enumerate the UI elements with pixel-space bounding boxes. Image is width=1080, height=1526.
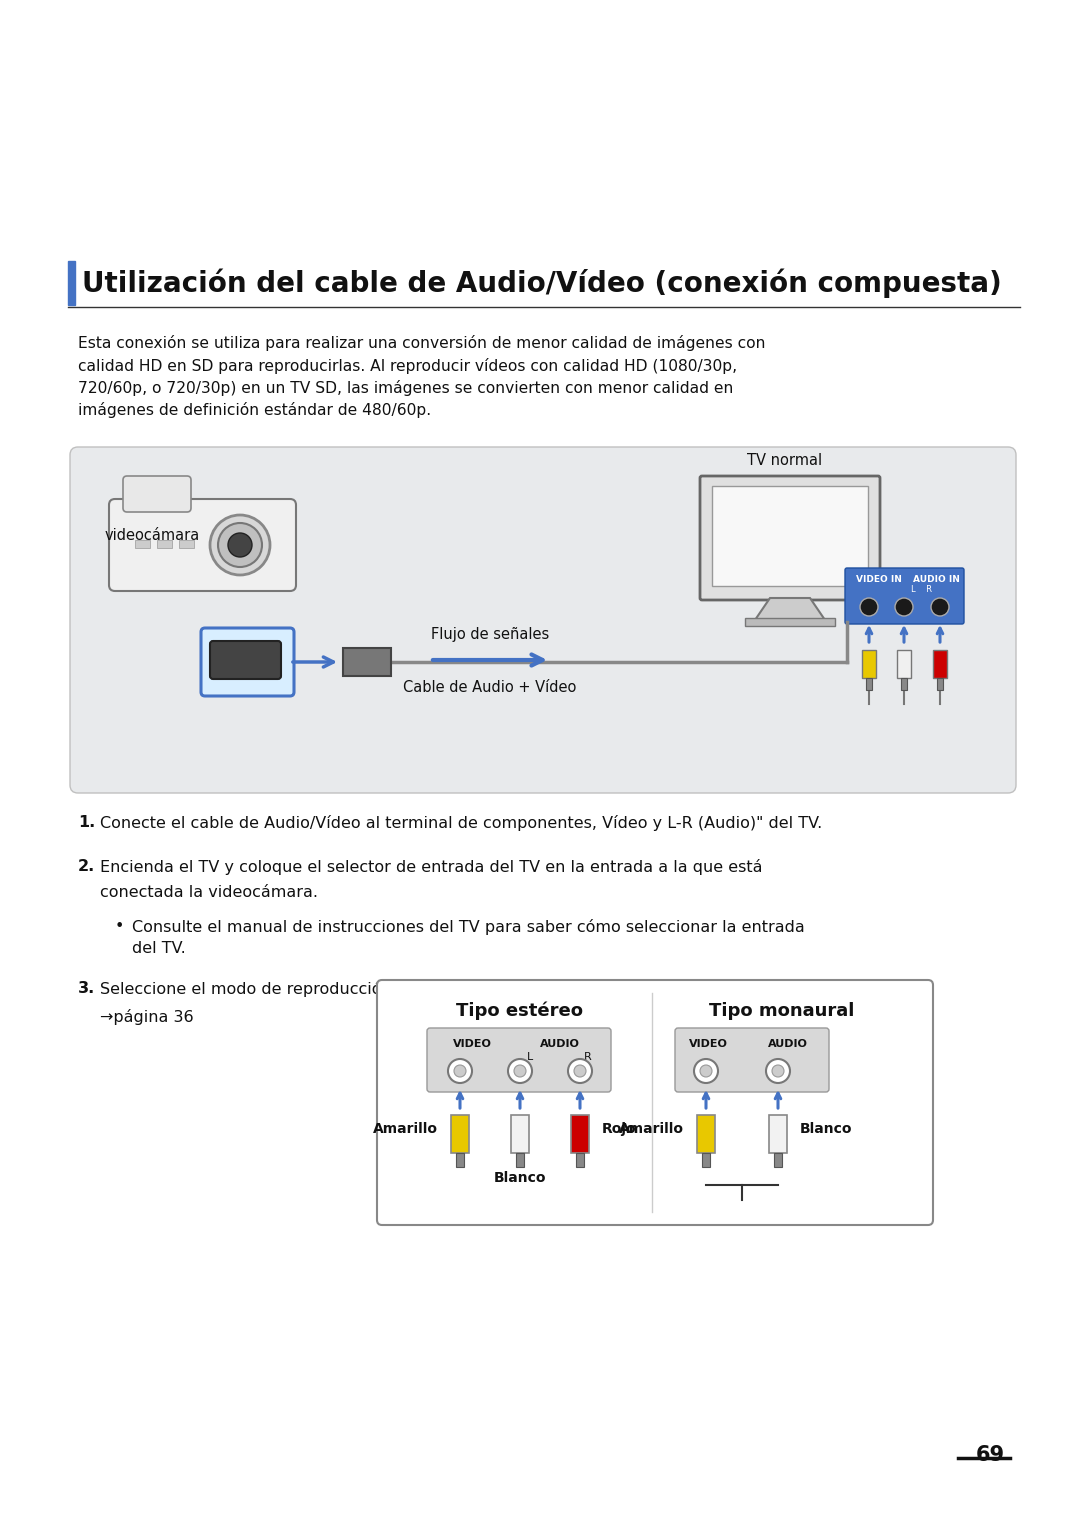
Text: Blanco: Blanco [494,1170,546,1186]
FancyBboxPatch shape [70,447,1016,794]
Text: Rojo: Rojo [602,1122,636,1135]
Text: VIDEO IN: VIDEO IN [856,575,902,584]
Text: R: R [584,1051,592,1062]
Text: L    R: L R [912,586,932,595]
Bar [68,261,75,305]
Circle shape [568,1059,592,1083]
Bar [456,1154,464,1167]
Text: Tipo estéreo: Tipo estéreo [457,1001,583,1021]
Text: Esta conexión se utiliza para realizar una conversión de menor calidad de imágen: Esta conexión se utiliza para realizar u… [78,336,766,418]
Bar [576,1154,584,1167]
FancyBboxPatch shape [210,641,281,679]
Bar [769,1116,787,1154]
Text: conectada la videocámara.: conectada la videocámara. [100,885,318,900]
Bar [712,485,868,586]
Bar [937,678,943,690]
Bar [774,1154,782,1167]
FancyBboxPatch shape [700,476,880,600]
Circle shape [514,1065,526,1077]
Bar [343,649,391,676]
Bar [157,540,172,548]
FancyBboxPatch shape [123,476,191,513]
Text: VIDEO: VIDEO [453,1039,491,1048]
Circle shape [454,1065,465,1077]
Text: Encienda el TV y coloque el selector de entrada del TV en la entrada a la que es: Encienda el TV y coloque el selector de … [100,859,762,874]
Circle shape [573,1065,586,1077]
Circle shape [694,1059,718,1083]
Circle shape [860,598,878,617]
Text: 3.: 3. [78,981,95,996]
FancyBboxPatch shape [427,1029,611,1093]
Circle shape [218,523,262,568]
Bar [901,678,907,690]
FancyBboxPatch shape [845,568,964,624]
Bar [702,1154,710,1167]
Bar [866,678,872,690]
FancyBboxPatch shape [109,499,296,591]
Circle shape [228,533,252,557]
Bar [862,650,876,678]
Text: Utilización del cable de Audio/Vídeo (conexión compuesta): Utilización del cable de Audio/Vídeo (co… [82,269,1002,298]
Polygon shape [755,598,825,620]
Text: Conecte el cable de Audio/Vídeo al terminal de componentes, Vídeo y L-R (Audio)": Conecte el cable de Audio/Vídeo al termi… [100,815,822,832]
Text: L: L [527,1051,534,1062]
Text: Amarillo: Amarillo [619,1122,684,1135]
Bar [516,1154,524,1167]
Circle shape [210,514,270,575]
FancyBboxPatch shape [201,629,294,696]
Bar [451,1116,469,1154]
Circle shape [508,1059,532,1083]
Text: VIDEO: VIDEO [689,1039,728,1048]
Circle shape [766,1059,789,1083]
Bar [697,1116,715,1154]
Circle shape [931,598,949,617]
Text: Tipo monaural: Tipo monaural [710,1003,854,1019]
Circle shape [772,1065,784,1077]
Text: Blanco: Blanco [800,1122,852,1135]
Bar [745,618,835,626]
Text: 69: 69 [976,1445,1005,1465]
Text: →página 36: →página 36 [100,1009,193,1025]
Text: AUDIO: AUDIO [768,1039,808,1048]
Circle shape [700,1065,712,1077]
FancyBboxPatch shape [377,980,933,1225]
Bar [571,1116,589,1154]
FancyBboxPatch shape [675,1029,829,1093]
Text: 1.: 1. [78,815,95,830]
Bar [933,650,947,678]
Circle shape [448,1059,472,1083]
Text: AUDIO IN: AUDIO IN [914,575,960,584]
Text: AUDIO: AUDIO [540,1039,580,1048]
Text: •: • [114,919,124,934]
Text: 2.: 2. [78,859,95,874]
Text: Cable de Audio + Vídeo: Cable de Audio + Vídeo [403,681,577,694]
Text: videocámara: videocámara [105,528,200,543]
Circle shape [895,598,913,617]
Text: Consulte el manual de instrucciones del TV para saber cómo seleccionar la entrad: Consulte el manual de instrucciones del … [132,919,805,955]
Text: Flujo de señales: Flujo de señales [431,627,549,642]
Bar [511,1116,529,1154]
Bar [135,540,150,548]
Bar [897,650,912,678]
Text: TV normal: TV normal [747,453,823,468]
Text: Seleccione el modo de reproducción en la videocámara e inicie la reproducción de: Seleccione el modo de reproducción en la… [100,981,818,996]
Text: Amarillo: Amarillo [373,1122,438,1135]
Bar [179,540,194,548]
